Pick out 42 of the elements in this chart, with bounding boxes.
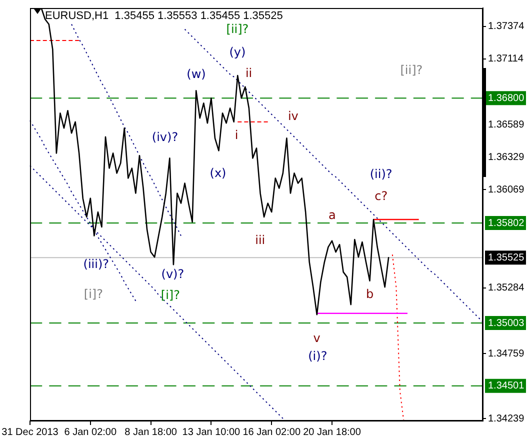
annotation: (w) <box>186 67 206 82</box>
annotation: a <box>328 208 336 222</box>
y-tick-label: 1.36589 <box>488 119 525 130</box>
y-tick-label: 1.34759 <box>488 348 525 360</box>
annotation: [i]? <box>84 287 103 302</box>
y-tick-label: 1.36329 <box>488 152 525 163</box>
annotation: (y) <box>229 45 246 60</box>
line-series <box>392 254 404 421</box>
annotation: (x) <box>210 166 226 180</box>
annotation: [i]? <box>160 288 180 302</box>
annotation: [ii]? <box>226 22 249 36</box>
annotation: v <box>313 331 320 346</box>
ref-line-label: 1.35525 <box>488 252 525 264</box>
ref-line-label: 1.36800 <box>488 92 525 104</box>
annotation: [ii]? <box>400 63 423 78</box>
ref-line-label: 1.35003 <box>488 318 525 329</box>
annotation: ii <box>245 66 252 80</box>
y-tick-label: 1.36069 <box>488 184 525 196</box>
ref-line-label: 1.35802 <box>488 218 525 229</box>
annotation: i <box>234 128 238 142</box>
y-tick-label: 1.34239 <box>488 413 525 424</box>
annotation: (iii)? <box>83 257 110 272</box>
annotation: (v)? <box>161 267 184 282</box>
annotation: (i)? <box>308 349 328 364</box>
y-tick-label: 1.37114 <box>488 54 524 65</box>
annotation: (iv)? <box>152 130 178 144</box>
chart-title: EURUSD,H1 1.35455 1.35553 1.35455 1.35525 <box>45 10 283 22</box>
annotation: iv <box>288 109 298 124</box>
x-tick-label: 20 Jan 18:00 <box>303 426 362 438</box>
y-tick-label: 1.37374 <box>488 21 525 32</box>
x-tick-label: 16 Jan 02:00 <box>242 426 301 438</box>
line-series <box>71 24 182 236</box>
x-tick-label: 8 Jan 18:00 <box>124 426 178 438</box>
y-tick-label: 1.35284 <box>488 282 525 294</box>
x-tick-label: 13 Jan 10:00 <box>182 426 241 438</box>
x-tick-label: 31 Dec 2013 <box>2 426 59 438</box>
ref-line-label: 1.34501 <box>488 380 525 392</box>
annotation: c? <box>374 189 388 204</box>
x-tick-label: 6 Jan 02:00 <box>64 426 117 438</box>
annotation: b <box>366 287 374 302</box>
annotation: (ii)? <box>370 167 392 182</box>
annotation: iii <box>255 233 266 248</box>
